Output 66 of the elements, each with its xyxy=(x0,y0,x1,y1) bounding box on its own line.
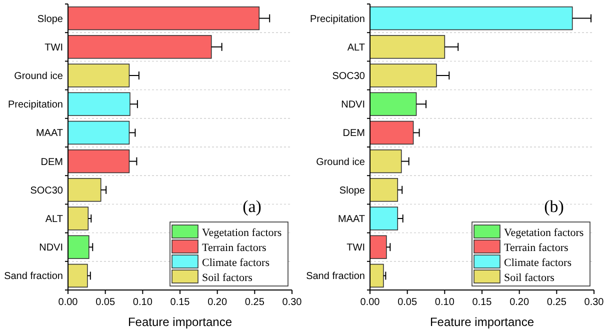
y-tick-label: TWI xyxy=(346,242,365,254)
legend-label: Climate factors xyxy=(504,256,572,269)
y-tick-label: ALT xyxy=(45,214,63,225)
x-tick-label: 0.05 xyxy=(398,297,418,308)
bar xyxy=(68,120,130,145)
y-tick-label: DEM xyxy=(40,156,63,168)
y-tick-label: NDVI xyxy=(341,100,365,111)
x-tick-label: 0.00 xyxy=(360,297,380,308)
x-axis-title: Feature importance xyxy=(430,315,534,329)
x-tick-label: 0.15 xyxy=(170,297,190,308)
bar xyxy=(68,92,130,116)
bar xyxy=(370,206,398,230)
x-tick-label: 0.10 xyxy=(132,297,153,308)
x-tick-label: 0.25 xyxy=(546,297,567,308)
bar xyxy=(68,6,260,30)
y-tick-label: MAAT xyxy=(338,214,365,225)
x-tick-label: 0.10 xyxy=(434,297,455,308)
y-tick-label: MAAT xyxy=(36,128,63,140)
y-tick-label: SOC30 xyxy=(332,71,366,82)
bar xyxy=(68,264,88,288)
y-tick-label: ALT xyxy=(347,42,365,54)
bar xyxy=(370,178,398,202)
x-tick-label: 0.20 xyxy=(208,297,228,308)
bar xyxy=(68,235,90,259)
bar xyxy=(68,206,89,230)
y-tick-label: Sand fraction xyxy=(306,271,365,282)
bar xyxy=(370,6,573,30)
bar xyxy=(68,178,102,202)
y-tick-label: Slope xyxy=(37,14,64,25)
bar xyxy=(370,64,437,88)
annotation: (b) xyxy=(544,197,564,216)
bar xyxy=(68,35,212,59)
bar xyxy=(370,235,387,259)
x-tick-label: 0.15 xyxy=(472,297,492,308)
bar xyxy=(68,64,130,88)
bar xyxy=(370,264,384,288)
annotation: (a) xyxy=(242,197,262,216)
x-tick-label: 0.20 xyxy=(510,297,530,308)
bar xyxy=(68,149,130,174)
y-tick-label: Slope xyxy=(339,185,366,196)
bar xyxy=(370,149,402,174)
legend-label: Terrain factors xyxy=(504,242,568,254)
y-tick-label: SOC30 xyxy=(30,185,64,196)
legend-label: Soil factors xyxy=(504,272,554,284)
x-tick-label: 0.05 xyxy=(96,297,116,308)
bar xyxy=(370,120,414,145)
x-tick-label: 0.00 xyxy=(58,297,78,308)
legend-label: Vegetation factors xyxy=(504,226,584,239)
bar xyxy=(370,35,446,59)
legend-label: Vegetation factors xyxy=(202,226,282,239)
y-tick-label: TWI xyxy=(44,42,63,54)
legend-label: Soil factors xyxy=(202,272,252,284)
x-tick-label: 0.25 xyxy=(244,297,265,308)
x-tick-label: 0.30 xyxy=(584,297,604,308)
bar xyxy=(370,92,417,116)
y-tick-label: NDVI xyxy=(39,242,63,254)
x-axis-title: Feature importance xyxy=(128,315,232,329)
y-tick-label: Ground ice xyxy=(316,156,366,168)
y-tick-label: Sand fraction xyxy=(4,271,63,282)
legend-label: Terrain factors xyxy=(202,242,266,254)
y-tick-label: Ground ice xyxy=(14,71,64,82)
legend-label: Climate factors xyxy=(202,256,270,269)
x-tick-label: 0.30 xyxy=(282,297,302,308)
y-tick-label: Precipitation xyxy=(8,100,63,111)
y-tick-label: DEM xyxy=(342,128,365,140)
y-tick-label: Precipitation xyxy=(310,14,365,25)
